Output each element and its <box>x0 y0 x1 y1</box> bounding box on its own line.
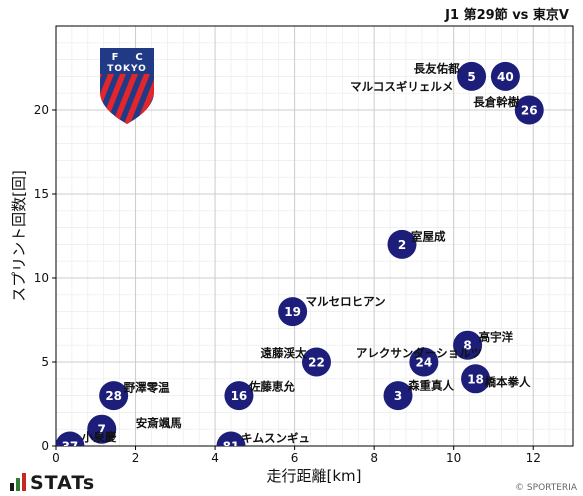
y-tick-label: 15 <box>34 187 49 201</box>
player-name-16: 佐藤恵允 <box>248 380 295 394</box>
player-number-37: 37 <box>62 440 79 454</box>
player-number-81: 81 <box>223 440 240 454</box>
player-number-3: 3 <box>394 389 402 403</box>
player-point-37 <box>56 431 85 446</box>
player-number-2: 2 <box>398 238 406 252</box>
player-point-81 <box>216 431 246 446</box>
player-point-16 <box>224 381 254 411</box>
player-point-40 <box>490 61 520 91</box>
bar-chart-icon <box>10 473 26 491</box>
player-number-19: 19 <box>284 305 301 319</box>
x-tick-label: 6 <box>291 451 299 465</box>
player-name-26: 長倉幹樹 <box>473 95 519 109</box>
plot-frame <box>55 25 574 447</box>
y-tick-label: 20 <box>34 103 49 117</box>
player-point-8 <box>453 330 483 360</box>
player-name-19: マルセロヒアン <box>306 295 386 309</box>
x-tick-label: 12 <box>526 451 541 465</box>
player-number-5: 5 <box>467 70 475 84</box>
player-name-2: 室屋成 <box>411 229 446 243</box>
player-number-40: 40 <box>497 70 514 84</box>
player-point-26 <box>514 95 544 125</box>
player-number-22: 22 <box>308 356 325 370</box>
crest-wordmark: TOKYO <box>107 64 147 74</box>
player-point-18 <box>461 364 491 394</box>
x-axis-label: 走行距離[km] <box>266 467 361 485</box>
player-number-16: 16 <box>231 389 248 403</box>
y-tick-label: 0 <box>41 439 49 453</box>
y-tick-label: 5 <box>41 355 49 369</box>
player-name-40: マルコスギリェルメ <box>350 79 453 93</box>
player-name-24: アレクサンダーショルツ <box>356 346 482 360</box>
x-tick-label: 4 <box>211 451 219 465</box>
player-number-8: 8 <box>463 339 471 353</box>
x-tick-label: 2 <box>132 451 140 465</box>
x-tick-label: 0 <box>52 451 60 465</box>
y-axis-label: スプリント回数[回] <box>10 170 28 302</box>
crest-letter-f: F <box>112 52 119 63</box>
player-number-26: 26 <box>521 104 538 118</box>
match-title: J1 第29節 vs 東京V <box>445 8 569 23</box>
player-name-8: 高宇洋 <box>479 330 514 344</box>
player-name-37: 小泉慶 <box>81 430 117 444</box>
player-point-28 <box>99 381 129 411</box>
player-name-28: 野澤零温 <box>124 381 170 395</box>
player-point-24 <box>409 347 439 377</box>
player-name-81: キムスンギュ <box>241 431 310 445</box>
player-point-5 <box>457 61 487 91</box>
y-tick-label: 10 <box>34 271 49 285</box>
brand-name: STATs <box>30 472 96 494</box>
player-point-19 <box>278 297 308 327</box>
player-name-5: 長友佑都 <box>414 61 460 75</box>
player-point-3 <box>383 381 413 411</box>
sporteria-credit: © SPORTERIA <box>515 483 577 493</box>
stats-brand: STATs <box>10 472 95 494</box>
player-point-7 <box>87 414 117 444</box>
crest-letter-c: C <box>135 52 142 63</box>
player-name-7: 安斎颯馬 <box>136 416 182 430</box>
player-name-3: 森重真人 <box>408 379 454 393</box>
player-name-18: 橋本拳人 <box>485 375 531 389</box>
player-number-24: 24 <box>416 356 433 370</box>
player-name-22: 遠藤渓太 <box>260 346 306 360</box>
player-number-28: 28 <box>105 389 122 403</box>
player-point-22 <box>301 347 331 377</box>
x-tick-label: 10 <box>446 451 461 465</box>
player-number-7: 7 <box>98 423 106 437</box>
player-number-18: 18 <box>467 372 484 386</box>
x-tick-label: 8 <box>370 451 378 465</box>
player-point-2 <box>387 229 417 259</box>
